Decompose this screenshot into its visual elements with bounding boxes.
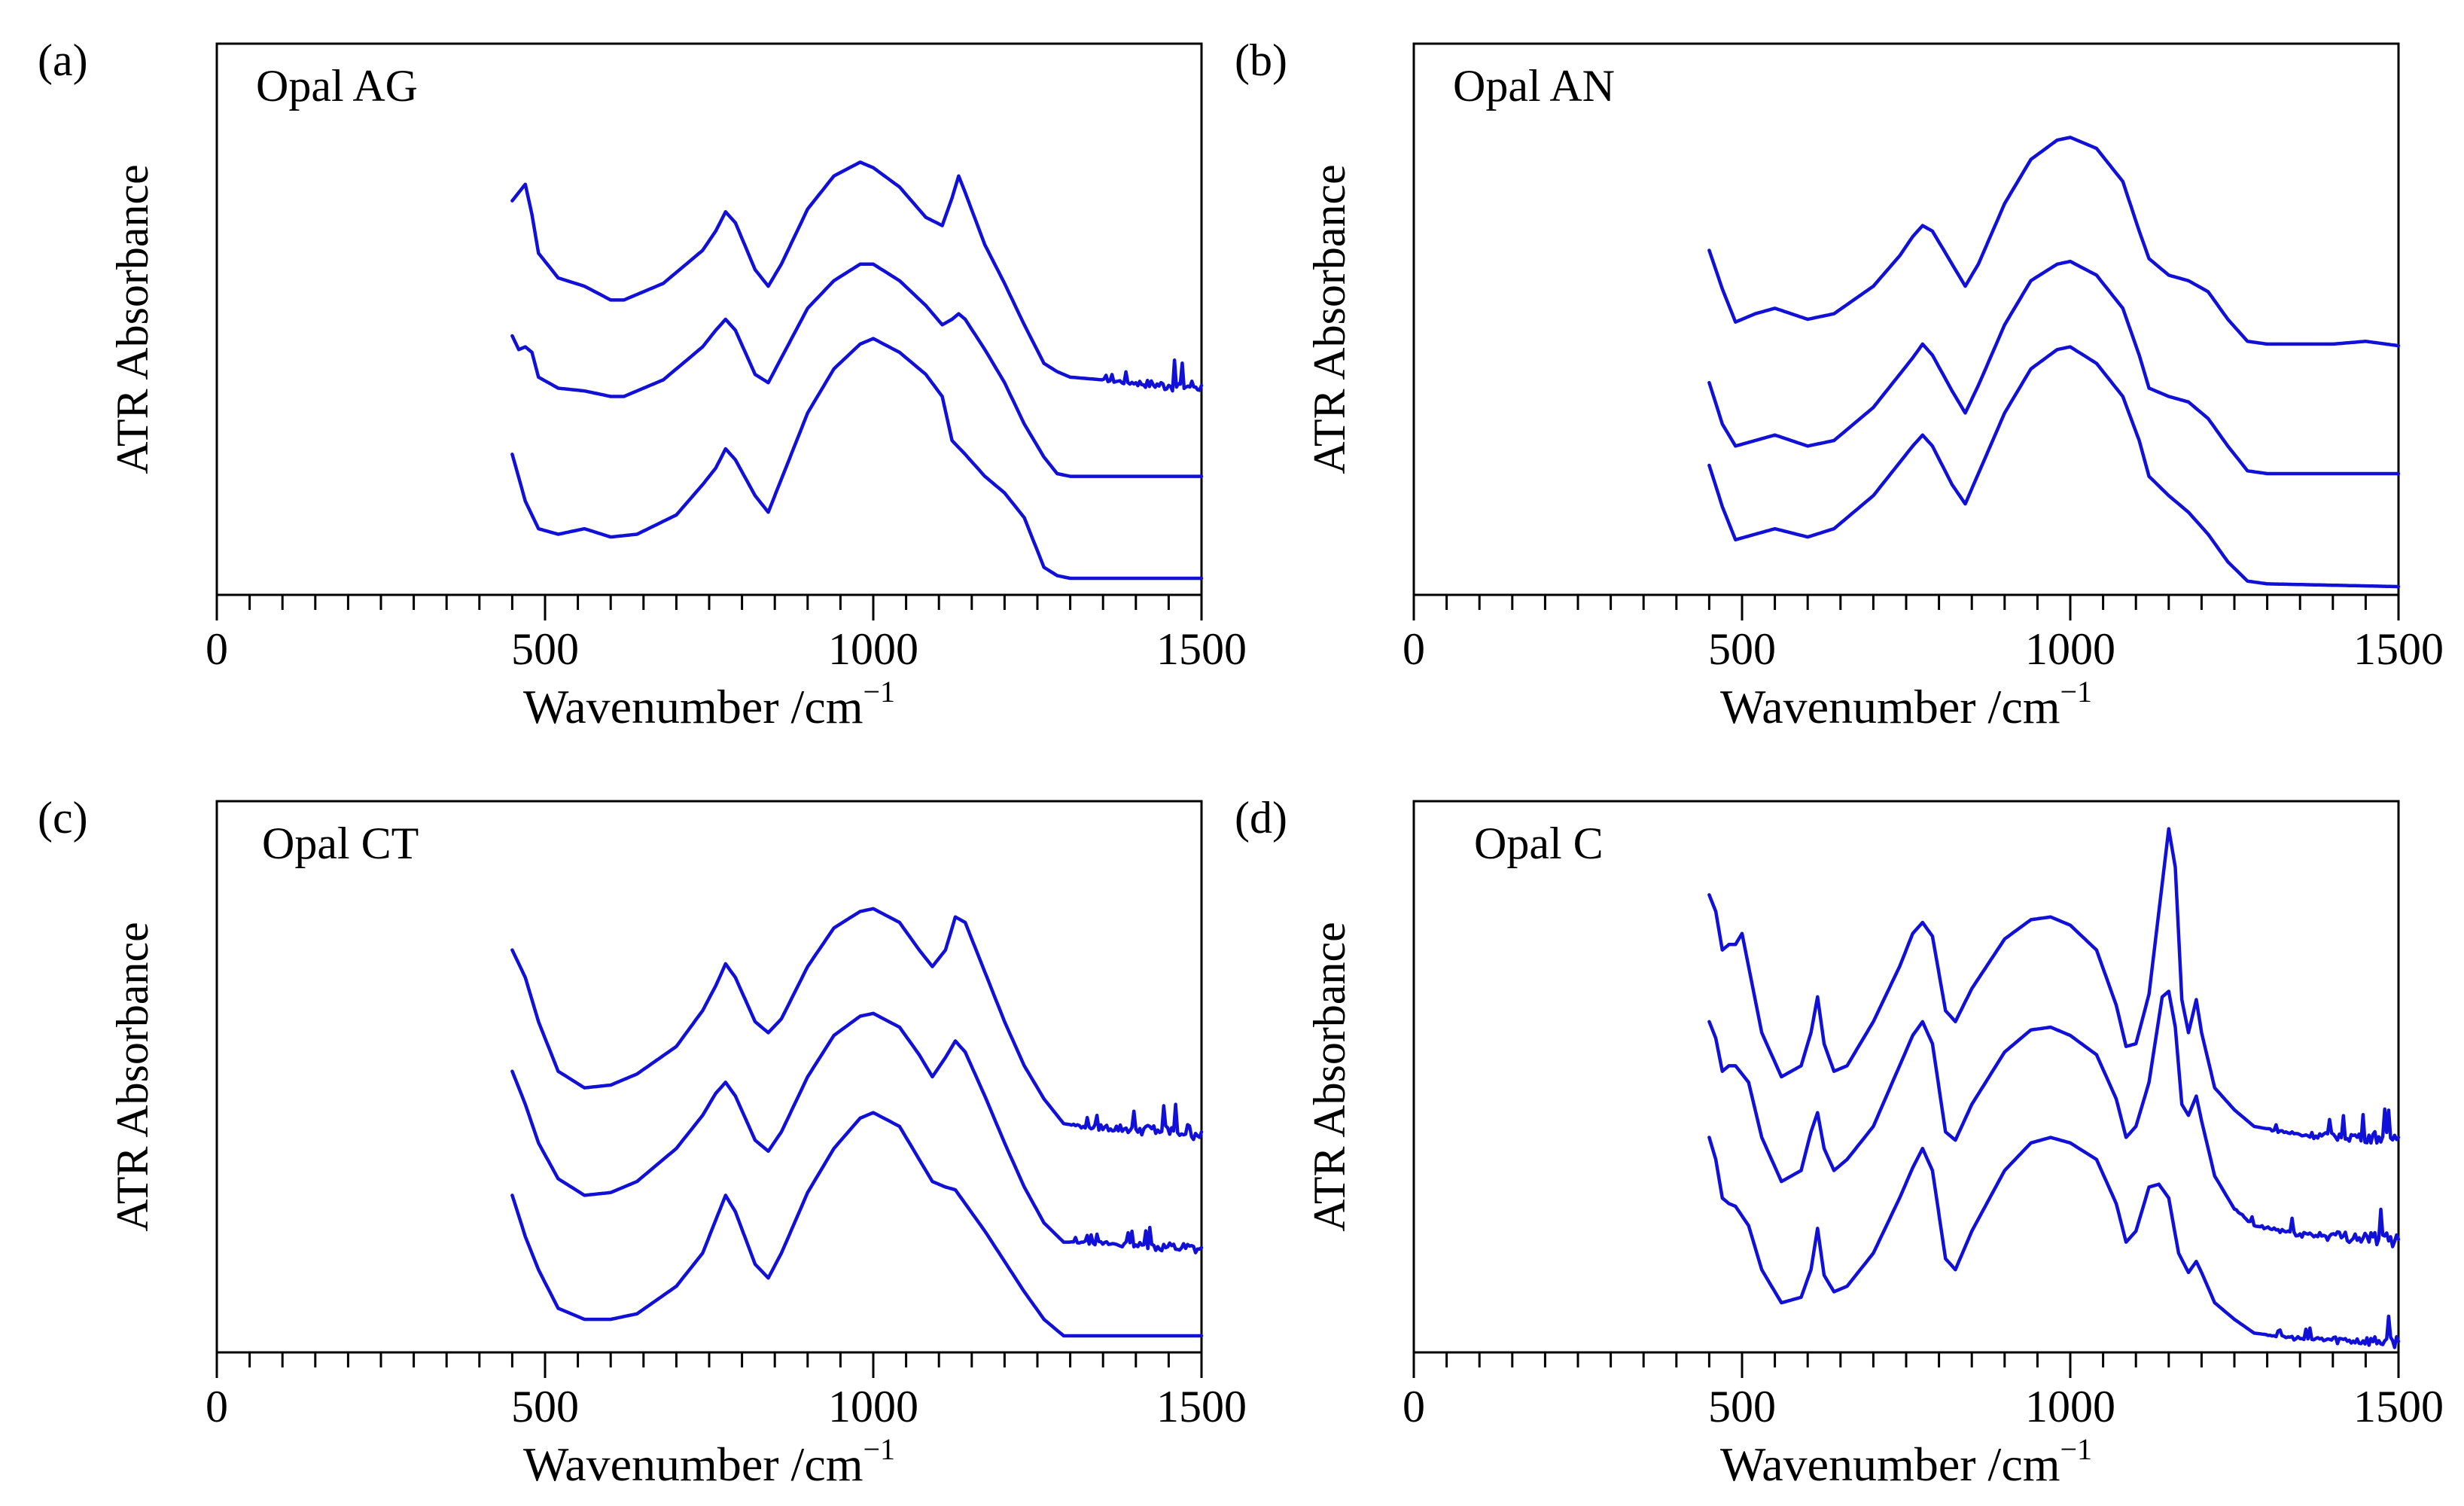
x-tick-label: 500 bbox=[1708, 624, 1776, 674]
spectrum-line-1 bbox=[510, 907, 1204, 1142]
plot-frame bbox=[1412, 800, 2400, 1354]
x-tick-label: 1000 bbox=[2025, 1382, 2115, 1431]
x-axis-label-superscript: −1 bbox=[2060, 675, 2093, 709]
plot-frame bbox=[215, 42, 1203, 596]
panel-2: 0 500 1000 1500 Wavenumber /cm−1 ATR Absorban… bbox=[1235, 35, 2444, 733]
x-tick-label: 500 bbox=[511, 1382, 579, 1431]
x-tick-label: 500 bbox=[1708, 1382, 1776, 1431]
panel-title: Opal AN bbox=[1453, 61, 1615, 111]
x-tick-label: 1500 bbox=[2353, 624, 2444, 674]
panel-3: 0 500 1000 1500 Wavenumber /cm−1 ATR Absorban… bbox=[38, 793, 1247, 1491]
x-axis-label-superscript: −1 bbox=[2060, 1432, 2093, 1466]
plot-frame bbox=[215, 800, 1203, 1354]
panel-label: (d) bbox=[1235, 793, 1287, 843]
panel-1: 0 500 1000 1500 Wavenumber /cm−1 ATR Absorban… bbox=[38, 35, 1247, 733]
x-tick-label: 1000 bbox=[2025, 624, 2115, 674]
panel-4: 0 500 1000 1500 Wavenumber /cm−1 ATR Absorban… bbox=[1235, 793, 2444, 1491]
x-axis-label: Wavenumber /cm−1 bbox=[1720, 675, 2092, 733]
y-axis-label: ATR Absorbance bbox=[108, 164, 157, 474]
plot-frame bbox=[1412, 42, 2400, 596]
x-tick-label: 0 bbox=[206, 1382, 228, 1431]
panel-title: Opal CT bbox=[262, 819, 419, 868]
y-axis-label: ATR Absorbance bbox=[108, 922, 157, 1232]
spectrum-line-3 bbox=[1707, 345, 2401, 589]
x-axis-label: Wavenumber /cm−1 bbox=[523, 675, 895, 733]
spectrum-line-2 bbox=[1707, 989, 2401, 1248]
spectrum-line-2 bbox=[1707, 259, 2401, 476]
y-axis-label: ATR Absorbance bbox=[1305, 922, 1354, 1232]
x-tick-label: 500 bbox=[511, 624, 579, 674]
spectrum-line-2 bbox=[510, 1011, 1204, 1254]
spectrum-line-3 bbox=[510, 1111, 1204, 1338]
x-tick-label: 0 bbox=[1403, 624, 1425, 674]
spectrum-line-1 bbox=[1707, 136, 2401, 348]
panel-label: (a) bbox=[38, 35, 88, 85]
spectrum-line-2 bbox=[510, 262, 1204, 478]
panel-title: Opal C bbox=[1474, 819, 1604, 868]
y-axis-label: ATR Absorbance bbox=[1305, 164, 1354, 474]
spectrum-line-1 bbox=[1707, 827, 2401, 1145]
spectrum-line-3 bbox=[510, 337, 1204, 581]
spectrum-line-3 bbox=[1707, 1136, 2401, 1349]
x-tick-label: 1000 bbox=[828, 1382, 918, 1431]
x-axis-label-superscript: −1 bbox=[863, 1432, 896, 1466]
x-axis-label-text: Wavenumber /cm bbox=[1720, 1437, 2060, 1491]
x-axis-label-text: Wavenumber /cm bbox=[523, 680, 863, 733]
x-axis-label: Wavenumber /cm−1 bbox=[1720, 1432, 2092, 1491]
x-axis-label: Wavenumber /cm−1 bbox=[523, 1432, 895, 1491]
x-tick-label: 0 bbox=[206, 624, 228, 674]
x-tick-label: 0 bbox=[1403, 1382, 1425, 1431]
spectrum-line-1 bbox=[510, 160, 1204, 393]
x-tick-label: 1500 bbox=[1156, 624, 1247, 674]
panel-label: (c) bbox=[38, 793, 88, 843]
x-tick-label: 1500 bbox=[2353, 1382, 2444, 1431]
panel-label: (b) bbox=[1235, 35, 1287, 85]
x-axis-label-superscript: −1 bbox=[863, 675, 896, 709]
x-tick-label: 1000 bbox=[828, 624, 918, 674]
x-axis-label-text: Wavenumber /cm bbox=[1720, 680, 2060, 733]
panel-title: Opal AG bbox=[256, 61, 418, 111]
x-axis-label-text: Wavenumber /cm bbox=[523, 1437, 863, 1491]
x-tick-label: 1500 bbox=[1156, 1382, 1247, 1431]
